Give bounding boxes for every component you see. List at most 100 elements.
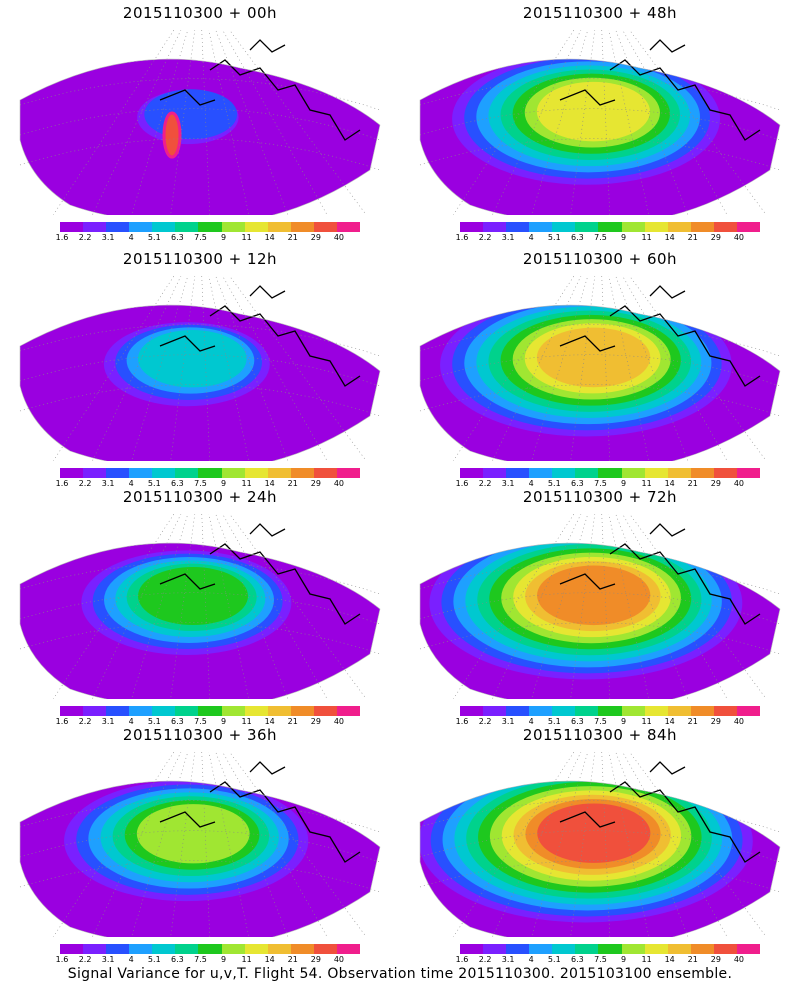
colorbar-swatch bbox=[736, 468, 761, 478]
colorbar-label: 9 bbox=[220, 479, 227, 488]
colorbar-swatch bbox=[529, 222, 553, 232]
map-domain-outline bbox=[419, 58, 781, 215]
colorbar-label: 1.6 bbox=[455, 717, 469, 726]
colorbar-swatch bbox=[83, 222, 107, 232]
colorbar-label: 3.1 bbox=[501, 717, 515, 726]
colorbar-label: 21 bbox=[287, 717, 298, 726]
colorbar-label: 6.3 bbox=[171, 233, 184, 242]
map-domain-outline bbox=[419, 542, 781, 699]
colorbar-label: 21 bbox=[287, 479, 298, 488]
colorbar-label: 9 bbox=[620, 717, 627, 726]
colorbar-label: 3.1 bbox=[501, 955, 515, 964]
map-domain-outline bbox=[19, 304, 381, 461]
colorbar-label: 14 bbox=[264, 955, 275, 964]
panel-title: 2015110300 + 00h bbox=[122, 4, 278, 22]
colorbar-label: 14 bbox=[264, 479, 275, 488]
colorbar-label: 21 bbox=[287, 955, 298, 964]
colorbar-swatch bbox=[644, 468, 668, 478]
colorbar-label: 40 bbox=[333, 717, 345, 726]
colorbar-swatch bbox=[460, 468, 484, 478]
panel-title: 2015110300 + 84h bbox=[522, 726, 678, 744]
colorbar-swatch bbox=[529, 944, 553, 954]
colorbar-label: 2.2 bbox=[478, 717, 492, 726]
colorbar-swatch bbox=[60, 706, 84, 716]
coastline bbox=[559, 285, 761, 387]
colorbar-label: 11 bbox=[241, 479, 252, 488]
colorbar-label: 7.5 bbox=[594, 233, 607, 242]
variance-map bbox=[19, 276, 381, 461]
colorbar-swatch bbox=[529, 706, 553, 716]
colorbar-swatch bbox=[598, 944, 622, 954]
colorbar-swatch bbox=[83, 706, 107, 716]
colorbar-swatch bbox=[290, 944, 314, 954]
colorbar-swatch bbox=[736, 222, 761, 232]
colorbar-label: 9 bbox=[620, 955, 627, 964]
colorbar-label: 21 bbox=[687, 717, 698, 726]
panel-title: 2015110300 + 24h bbox=[122, 488, 278, 506]
colorbar-label: 6.3 bbox=[571, 955, 584, 964]
panel-title: 2015110300 + 48h bbox=[522, 4, 678, 22]
colorbar-swatch bbox=[336, 222, 361, 232]
forecast-panel: 2015110300 + 84h 1.6 2.2 3.1 4 5.1 6.3 7.5 9 11 14… bbox=[400, 722, 800, 968]
colorbar-swatch bbox=[690, 468, 714, 478]
colorbar-swatch bbox=[690, 944, 714, 954]
colorbar-label: 1.6 bbox=[55, 955, 69, 964]
colorbar-label: 11 bbox=[641, 717, 652, 726]
colorbar-label: 3.1 bbox=[101, 233, 115, 242]
coastline bbox=[159, 761, 361, 863]
colorbar-label: 4 bbox=[528, 955, 534, 964]
colorbar-label: 2.2 bbox=[478, 479, 492, 488]
map-domain-outline bbox=[19, 542, 381, 699]
variance-contour bbox=[136, 804, 250, 864]
colorbar-label: 2.2 bbox=[478, 233, 492, 242]
colorbar-label: 5.1 bbox=[547, 479, 561, 488]
colorbar-label: 29 bbox=[710, 233, 721, 242]
colorbar-swatch bbox=[198, 468, 222, 478]
variance-map bbox=[419, 514, 781, 699]
colorbar-swatch bbox=[644, 944, 668, 954]
coastline bbox=[559, 761, 761, 863]
colorbar-swatch bbox=[460, 706, 484, 716]
colorbar-label: 2.2 bbox=[78, 233, 92, 242]
colorbar-label: 3.1 bbox=[101, 717, 115, 726]
colorbar-label: 40 bbox=[733, 717, 745, 726]
colorbar-swatch bbox=[575, 706, 599, 716]
variance-hotspot bbox=[162, 111, 182, 159]
colorbar: 1.6 2.2 3.1 4 5.1 6.3 7.5 9 11 14 21 29 40 bbox=[456, 944, 761, 968]
variance-map bbox=[419, 276, 781, 461]
colorbar-swatch bbox=[244, 468, 268, 478]
colorbar-swatch bbox=[221, 944, 245, 954]
colorbar-swatch bbox=[221, 222, 245, 232]
colorbar-label: 3.1 bbox=[501, 479, 515, 488]
colorbar-swatch bbox=[506, 222, 530, 232]
forecast-panel: 2015110300 + 24h 1.6 2.2 3.1 4 5.1 6.3 7.5 9 11 14… bbox=[0, 484, 400, 730]
variance-contour bbox=[138, 567, 248, 625]
colorbar-label: 29 bbox=[710, 955, 721, 964]
colorbar: 1.6 2.2 3.1 4 5.1 6.3 7.5 9 11 14 21 29 40 bbox=[56, 944, 361, 968]
colorbar-swatch bbox=[129, 468, 153, 478]
colorbar-label: 40 bbox=[733, 233, 745, 242]
colorbar-swatch bbox=[667, 468, 691, 478]
colorbar-swatch bbox=[60, 944, 84, 954]
variance-contour bbox=[144, 89, 238, 140]
colorbar-swatch bbox=[129, 944, 153, 954]
colorbar-label: 3.1 bbox=[101, 955, 115, 964]
colorbar-label: 6.3 bbox=[571, 479, 584, 488]
colorbar-swatch bbox=[152, 944, 176, 954]
colorbar-label: 4 bbox=[528, 233, 534, 242]
colorbar-label: 5.1 bbox=[147, 479, 161, 488]
coastline bbox=[159, 285, 361, 387]
colorbar-swatch bbox=[106, 468, 130, 478]
colorbar-swatch bbox=[575, 944, 599, 954]
colorbar-swatch bbox=[552, 944, 576, 954]
colorbar-swatch bbox=[690, 222, 714, 232]
colorbar-label: 14 bbox=[664, 717, 675, 726]
colorbar-label: 7.5 bbox=[194, 479, 207, 488]
colorbar: 1.6 2.2 3.1 4 5.1 6.3 7.5 9 11 14 21 29 40 bbox=[456, 222, 761, 246]
colorbar-swatch bbox=[244, 944, 268, 954]
colorbar-label: 6.3 bbox=[171, 479, 184, 488]
map-domain-outline bbox=[19, 58, 381, 215]
colorbar-label: 2.2 bbox=[478, 955, 492, 964]
colorbar-swatch bbox=[667, 222, 691, 232]
colorbar-label: 11 bbox=[241, 717, 252, 726]
